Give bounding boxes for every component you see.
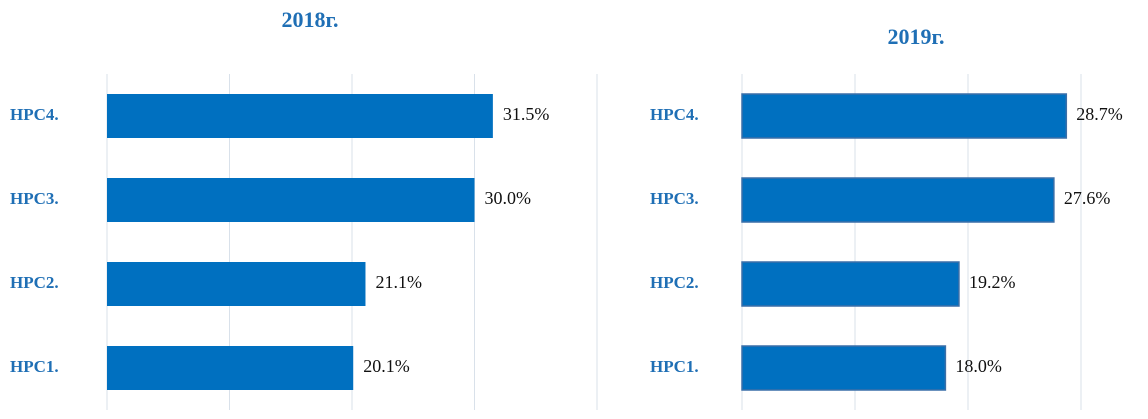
value-label: 18.0%	[955, 356, 1002, 376]
value-label: 19.2%	[969, 272, 1016, 292]
bar	[741, 261, 960, 307]
bar	[741, 93, 1068, 139]
category-label: HPC1.	[650, 357, 699, 376]
chart-title: 2018г.	[281, 7, 338, 32]
category-label: HPC4.	[650, 105, 699, 124]
bar	[107, 346, 354, 390]
category-label: HPC2.	[650, 273, 699, 292]
value-label: 28.7%	[1076, 104, 1123, 124]
value-label: 27.6%	[1064, 188, 1111, 208]
value-label: 30.0%	[485, 188, 532, 208]
bar	[107, 94, 493, 138]
category-label: HPC1.	[10, 357, 59, 376]
category-label: HPC4.	[10, 105, 59, 124]
bar	[741, 345, 947, 391]
bar	[107, 262, 366, 306]
category-label: HPC3.	[650, 189, 699, 208]
bar	[107, 178, 475, 222]
value-label: 31.5%	[503, 104, 550, 124]
category-label: HPC2.	[10, 273, 59, 292]
value-label: 20.1%	[363, 356, 410, 376]
value-label: 21.1%	[375, 272, 422, 292]
chart-title: 2019г.	[887, 24, 944, 49]
bar	[741, 177, 1055, 223]
category-label: HPC3.	[10, 189, 59, 208]
